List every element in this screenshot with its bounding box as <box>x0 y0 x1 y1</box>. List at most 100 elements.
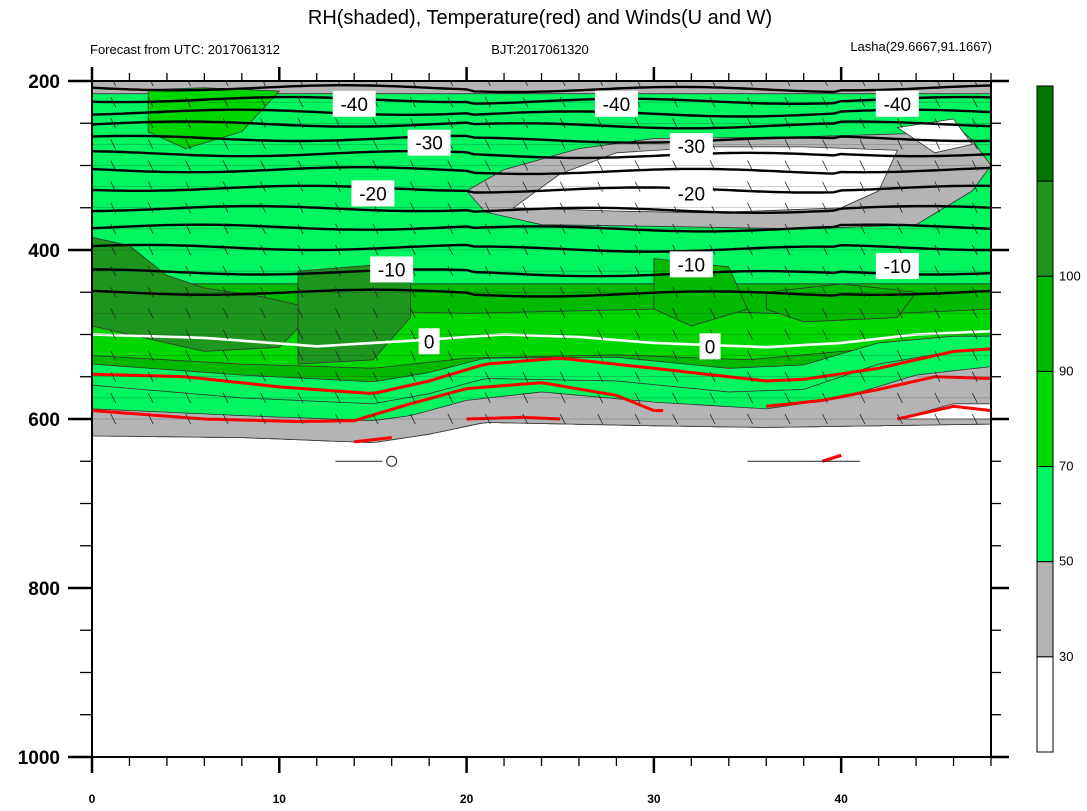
colorbar-label: 70 <box>1059 459 1073 474</box>
colorbar-label: 90 <box>1059 363 1073 378</box>
warm-isotherm-line <box>821 453 842 463</box>
x-tick-label: 0 <box>89 792 96 806</box>
contour-label: -40 <box>340 95 367 116</box>
contour-label: -20 <box>359 184 386 205</box>
contour-label: -40 <box>884 95 911 116</box>
rh-region-top-green <box>147 87 281 150</box>
wind-barb <box>337 81 341 87</box>
wind-barb <box>412 81 416 87</box>
contour-label-box <box>407 129 451 156</box>
isotherm-line <box>92 243 991 253</box>
wind-barb <box>637 81 641 87</box>
isotherm-line <box>92 288 991 298</box>
colorbar-label: 100 <box>1059 268 1081 283</box>
wind-barb <box>824 81 828 87</box>
contour-label: -20 <box>678 184 705 205</box>
rh-region-50-70-lower <box>92 335 991 405</box>
plot-area: -40 -40 -40 -30 -30 -20 -20 -10 -10 -10 0 0 <box>92 81 991 467</box>
wind-barb <box>787 81 791 87</box>
wind-barb <box>899 81 903 87</box>
isotherm-line <box>92 95 991 105</box>
colorbar-swatch <box>1036 275 1054 372</box>
colorbar-swatch <box>1036 561 1054 658</box>
freezing-line <box>92 329 991 349</box>
colorbar-label: 30 <box>1059 649 1073 664</box>
colorbar: 30 50 70 90 100 <box>1036 85 1081 753</box>
calm-wind-marker <box>386 455 398 467</box>
x-tick-label: 40 <box>834 792 848 806</box>
contour-label-box <box>669 180 713 207</box>
wind-barb <box>262 81 266 87</box>
colorbar-swatch <box>1036 370 1054 468</box>
contour-label: -10 <box>678 255 705 276</box>
wind-barb <box>562 81 566 87</box>
x-tick-label: 20 <box>460 792 474 806</box>
forecast-label: Forecast from UTC: 2017061312 <box>90 42 280 57</box>
axes: 200 400 600 800 1000 0 10 20 30 40 <box>18 67 1009 806</box>
contour-label: -10 <box>378 260 405 281</box>
contour-label-box <box>875 90 919 117</box>
wind-barb <box>187 81 192 87</box>
warm-isotherm-line <box>354 436 392 444</box>
contour-label-box <box>669 133 713 160</box>
isotherm-line <box>92 149 991 160</box>
wind-barb <box>150 81 154 87</box>
isotherm-line <box>92 108 991 118</box>
isotherm-line <box>92 204 991 214</box>
wind-barb <box>374 81 379 87</box>
isotherm-line <box>92 166 991 176</box>
isotherm-line <box>92 184 991 194</box>
warm-isotherm-line <box>766 375 991 408</box>
x-tick-label: 30 <box>647 792 661 806</box>
contour-label: -10 <box>884 257 911 278</box>
contour-label: -30 <box>678 137 705 158</box>
isotherm-line <box>92 120 991 130</box>
wind-barb <box>487 81 491 87</box>
contour-label-box <box>418 328 440 355</box>
wind-barb <box>974 81 978 87</box>
contour-label: 0 <box>424 332 435 353</box>
contour-label-box <box>594 90 638 117</box>
y-tick-label: 800 <box>28 579 60 600</box>
wind-barb <box>524 81 529 87</box>
rh-region-30-50 <box>92 366 991 443</box>
contour-label-box <box>332 90 376 117</box>
isotherm-line <box>92 223 991 233</box>
contour-label: -30 <box>415 134 442 155</box>
bjt-label: BJT:2017061320 <box>491 42 589 57</box>
rh-region-white-upper <box>512 146 899 214</box>
colorbar-swatch <box>1036 656 1054 753</box>
station-label: Lasha(29.6667,91.1667) <box>850 39 992 54</box>
warm-isotherm-line <box>92 347 991 395</box>
wind-barb <box>712 81 716 87</box>
colorbar-label: 50 <box>1059 554 1073 569</box>
colorbar-swatch <box>1036 180 1054 277</box>
wind-barb <box>300 81 304 87</box>
wind-barb <box>674 81 678 87</box>
contour-label-box <box>351 180 395 207</box>
contour-label: -40 <box>603 95 630 116</box>
wind-barb <box>599 81 604 87</box>
wind-barb <box>112 81 117 87</box>
warm-isotherm-line <box>466 415 561 421</box>
contour-label-box <box>370 256 414 283</box>
colorbar-swatch <box>1036 466 1054 563</box>
isotherm-line <box>92 134 991 144</box>
contour-label: 0 <box>705 337 716 358</box>
wind-barb <box>449 81 454 87</box>
isotherm-line <box>92 84 991 94</box>
wind-barb <box>749 81 753 87</box>
contour-label-box <box>875 253 919 280</box>
wind-barb <box>936 81 941 87</box>
warm-isotherm-line <box>896 404 991 421</box>
contour-label-box <box>699 333 721 360</box>
y-tick-label: 400 <box>28 241 60 262</box>
y-tick-label: 200 <box>28 72 60 93</box>
wind-barb <box>225 81 229 87</box>
y-tick-label: 1000 <box>18 748 60 769</box>
colorbar-swatch <box>1036 85 1054 182</box>
contour-label-box <box>669 251 713 278</box>
field-group: -40 -40 -40 -30 -30 -20 -20 -10 -10 -10 0 0 <box>92 81 991 467</box>
